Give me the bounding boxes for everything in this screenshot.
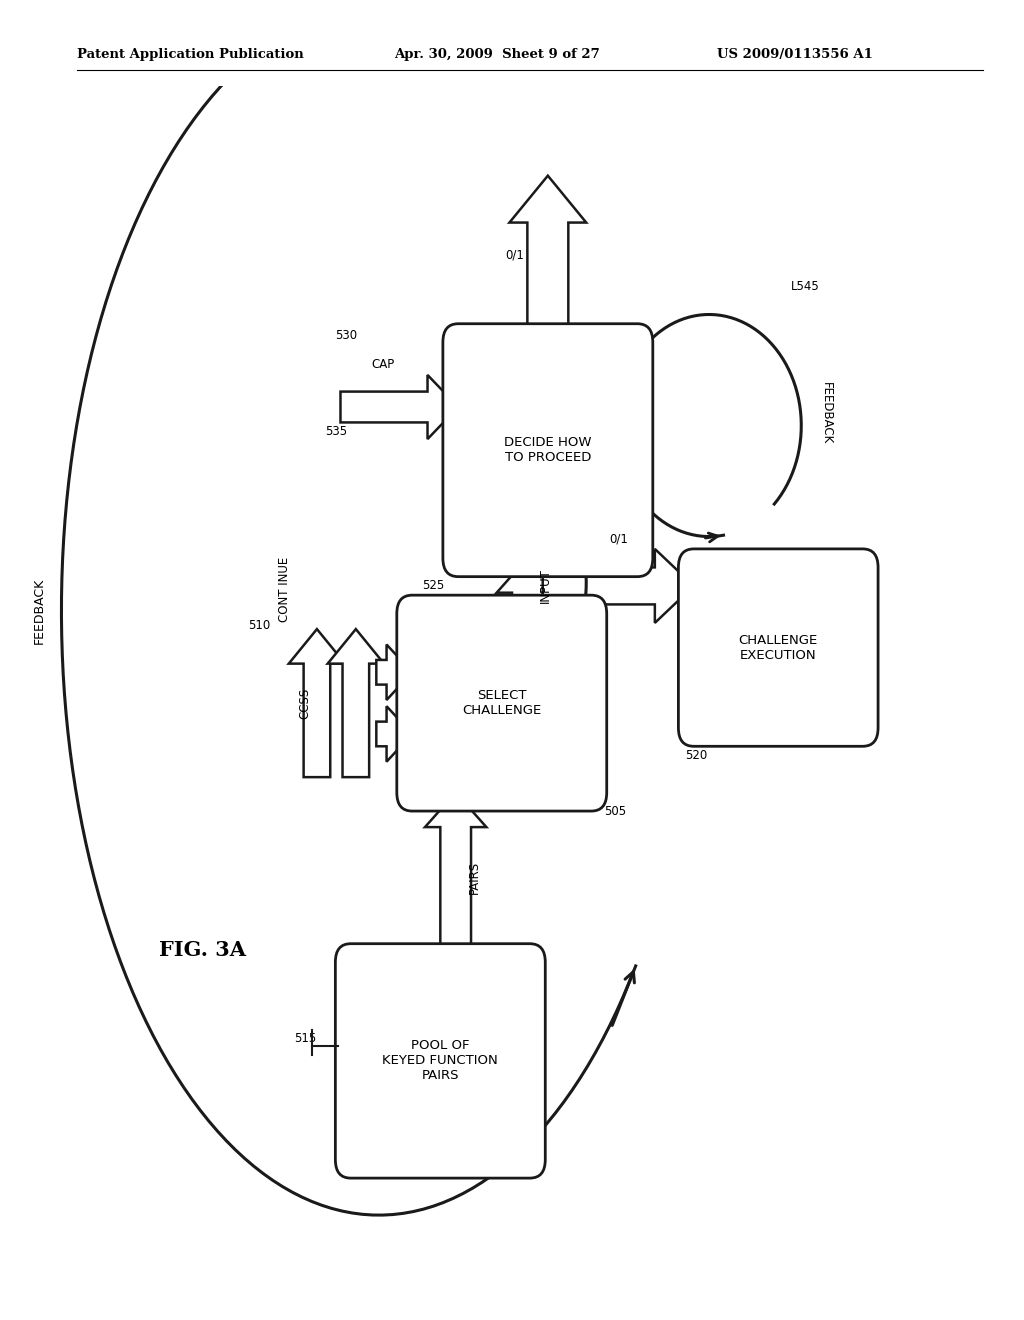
Text: FIG. 3A: FIG. 3A [159, 940, 246, 960]
Text: L545: L545 [792, 280, 820, 293]
Text: 510: 510 [248, 619, 270, 632]
Polygon shape [510, 176, 586, 342]
Text: CHALLENGE
EXECUTION: CHALLENGE EXECUTION [738, 634, 818, 661]
Text: 0/1: 0/1 [506, 248, 524, 261]
Text: CONT INUE: CONT INUE [278, 556, 291, 622]
Text: 0/1: 0/1 [609, 533, 628, 545]
Text: 525: 525 [422, 579, 444, 591]
Text: FEEDBACK: FEEDBACK [33, 577, 45, 644]
FancyBboxPatch shape [678, 549, 878, 746]
Polygon shape [497, 558, 558, 614]
Text: Patent Application Publication: Patent Application Publication [77, 48, 303, 61]
FancyBboxPatch shape [396, 595, 606, 810]
Polygon shape [377, 644, 412, 700]
FancyBboxPatch shape [442, 323, 653, 577]
Text: SELECT
CHALLENGE: SELECT CHALLENGE [462, 689, 542, 717]
Text: Apr. 30, 2009  Sheet 9 of 27: Apr. 30, 2009 Sheet 9 of 27 [394, 48, 600, 61]
Polygon shape [328, 630, 384, 777]
Text: US 2009/0113556 A1: US 2009/0113556 A1 [717, 48, 872, 61]
Text: INPUT: INPUT [540, 569, 552, 603]
Text: 535: 535 [326, 425, 347, 438]
Polygon shape [425, 792, 486, 962]
Polygon shape [340, 375, 459, 440]
Text: DECIDE HOW
TO PROCEED: DECIDE HOW TO PROCEED [504, 436, 592, 465]
Text: 520: 520 [686, 748, 708, 762]
Polygon shape [289, 630, 345, 777]
Text: 530: 530 [336, 329, 357, 342]
Text: POOL OF
KEYED FUNCTION
PAIRS: POOL OF KEYED FUNCTION PAIRS [382, 1039, 499, 1082]
Text: PAIRS: PAIRS [468, 861, 480, 894]
Text: CCSS: CCSS [298, 688, 311, 718]
Polygon shape [377, 706, 412, 762]
Text: 505: 505 [604, 805, 626, 818]
Polygon shape [543, 549, 694, 623]
Text: CAP: CAP [372, 358, 394, 371]
Text: FEEDBACK: FEEDBACK [820, 381, 833, 445]
Text: 515: 515 [295, 1032, 316, 1045]
FancyBboxPatch shape [336, 944, 545, 1179]
